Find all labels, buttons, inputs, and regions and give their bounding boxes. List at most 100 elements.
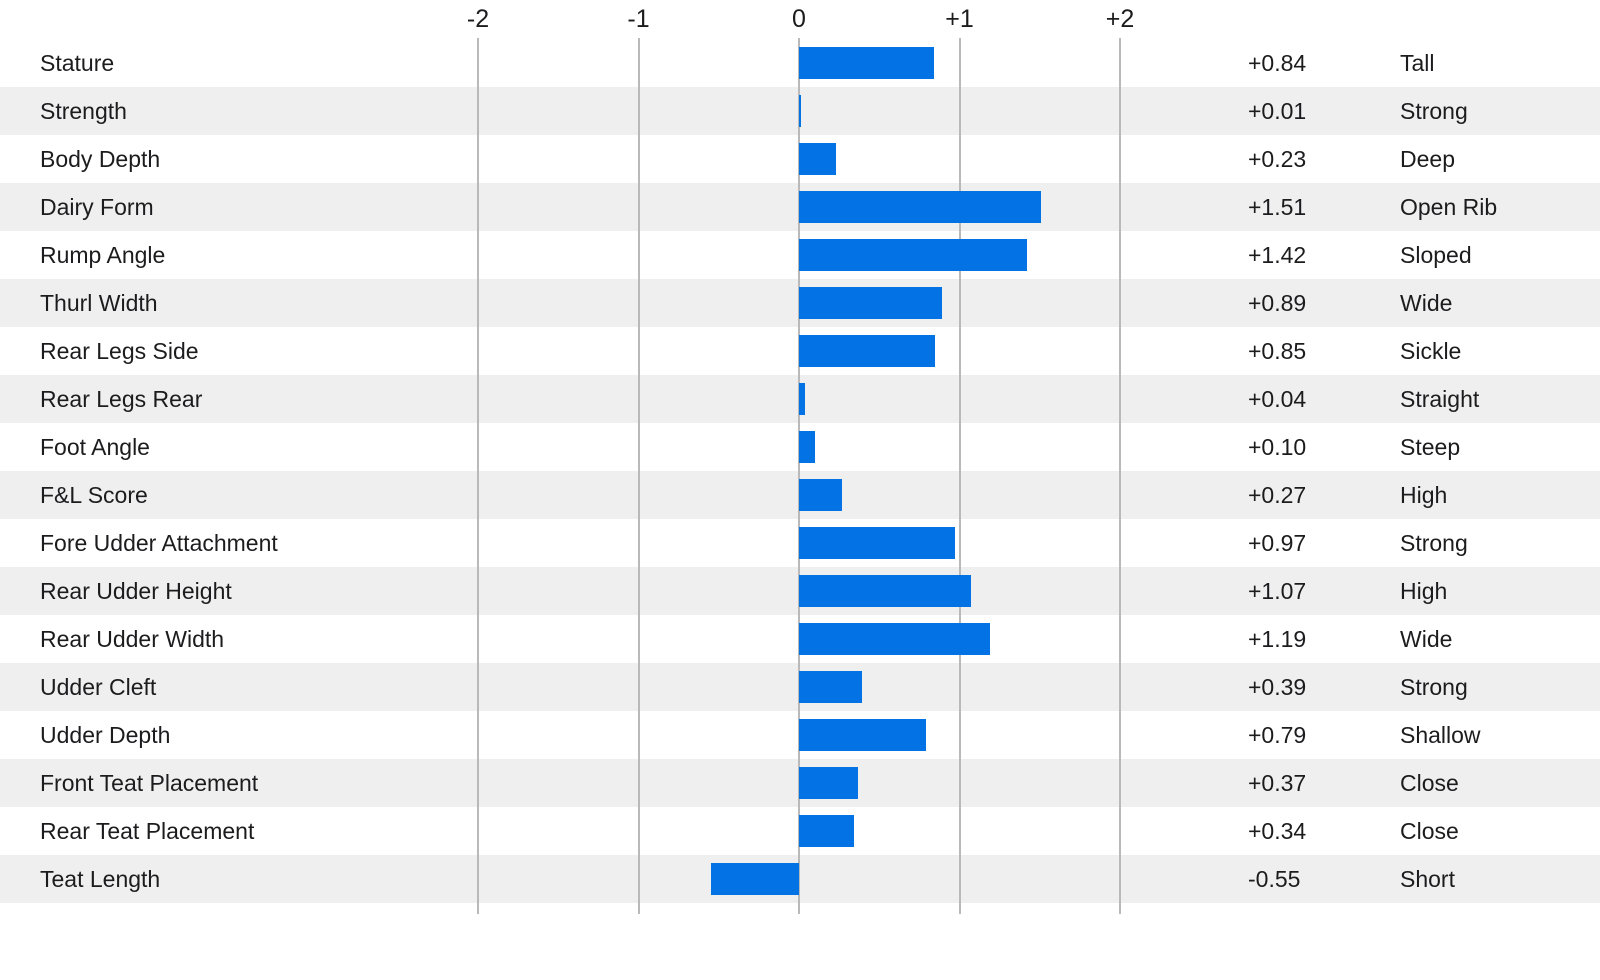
trait-value-bar [799, 383, 806, 415]
trait-name-label: Rear Legs Side [40, 338, 199, 364]
trait-value-label: +0.37 [1248, 770, 1307, 796]
trait-value-label: +1.42 [1248, 242, 1307, 268]
row-background [0, 855, 1600, 903]
trait-name-label: Rump Angle [40, 242, 166, 268]
trait-name-label: Teat Length [40, 866, 161, 892]
trait-name-label: Fore Udder Attachment [40, 530, 278, 556]
trait-descriptor-label: Close [1400, 770, 1459, 796]
trait-row: Rear Teat Placement +0.34 Close [0, 807, 1600, 855]
trait-descriptor-label: Open Rib [1400, 194, 1498, 220]
trait-descriptor-label: Deep [1400, 146, 1455, 172]
trait-row: Body Depth +0.23 Deep [0, 135, 1600, 183]
trait-value-label: +0.27 [1248, 482, 1307, 508]
trait-value-label: +0.89 [1248, 290, 1307, 316]
trait-value-label: +0.04 [1248, 386, 1307, 412]
trait-row: Rear Legs Rear +0.04 Straight [0, 375, 1600, 423]
trait-value-label: +0.34 [1248, 818, 1307, 844]
trait-value-bar [799, 95, 801, 127]
trait-value-bar [799, 671, 862, 703]
trait-name-label: Udder Depth [40, 722, 171, 748]
trait-value-label: +0.01 [1248, 98, 1307, 124]
trait-name-label: Rear Udder Width [40, 626, 225, 652]
gridline [637, 38, 640, 914]
trait-descriptor-label: Wide [1400, 290, 1453, 316]
trait-value-label: +0.84 [1248, 50, 1307, 76]
axis-tick-label: -2 [466, 5, 490, 33]
trait-value-bar [799, 623, 990, 655]
trait-descriptor-label: Wide [1400, 626, 1453, 652]
trait-value-label: +0.79 [1248, 722, 1307, 748]
trait-descriptor-label: Tall [1400, 50, 1435, 76]
trait-name-label: Body Depth [40, 146, 161, 172]
trait-row: Foot Angle +0.10 Steep [0, 423, 1600, 471]
trait-value-bar [799, 335, 936, 367]
trait-row: Rear Udder Height +1.07 High [0, 567, 1600, 615]
trait-descriptor-label: High [1400, 482, 1448, 508]
trait-value-bar [799, 527, 955, 559]
trait-value-bar [799, 47, 934, 79]
trait-row: Front Teat Placement +0.37 Close [0, 759, 1600, 807]
trait-value-bar [799, 479, 843, 511]
trait-name-label: Strength [40, 98, 127, 124]
trait-value-label: +1.19 [1248, 626, 1307, 652]
trait-descriptor-label: Short [1400, 866, 1455, 892]
trait-descriptor-label: Sloped [1400, 242, 1472, 268]
trait-descriptor-label: Shallow [1400, 722, 1481, 748]
trait-value-bar [799, 143, 836, 175]
trait-row: Fore Udder Attachment +0.97 Strong [0, 519, 1600, 567]
trait-descriptor-label: Strong [1400, 674, 1468, 700]
trait-row: Udder Depth +0.79 Shallow [0, 711, 1600, 759]
trait-value-label: +0.23 [1248, 146, 1307, 172]
trait-value-bar [799, 719, 926, 751]
trait-name-label: Stature [40, 50, 115, 76]
gridline [958, 38, 961, 914]
trait-row: Stature +0.84 Tall [0, 39, 1600, 87]
trait-descriptor-label: Strong [1400, 530, 1468, 556]
trait-value-label: +0.97 [1248, 530, 1307, 556]
trait-value-bar [799, 239, 1027, 271]
trait-name-label: Udder Cleft [40, 674, 157, 700]
trait-row: Rear Udder Width +1.19 Wide [0, 615, 1600, 663]
trait-name-label: Rear Teat Placement [40, 818, 255, 844]
trait-value-bar [799, 767, 859, 799]
trait-name-label: Dairy Form [40, 194, 154, 220]
axis-tick-label: +2 [1105, 5, 1135, 33]
trait-row: Thurl Width +0.89 Wide [0, 279, 1600, 327]
trait-name-label: Foot Angle [40, 434, 150, 460]
trait-value-label: +0.39 [1248, 674, 1307, 700]
trait-value-label: -0.55 [1248, 866, 1301, 892]
trait-name-label: Front Teat Placement [40, 770, 259, 796]
trait-value-bar [799, 575, 971, 607]
trait-row: Rear Legs Side +0.85 Sickle [0, 327, 1600, 375]
axis-tick-label: -1 [627, 5, 650, 33]
trait-value-bar [799, 431, 816, 463]
gridline [477, 38, 479, 914]
trait-descriptor-label: Steep [1400, 434, 1461, 460]
trait-value-bar [799, 287, 942, 319]
trait-value-label: +1.07 [1248, 578, 1307, 604]
trait-descriptor-label: Straight [1400, 386, 1480, 412]
trait-value-label: +0.85 [1248, 338, 1307, 364]
trait-descriptor-label: Strong [1400, 98, 1468, 124]
trait-value-label: +1.51 [1248, 194, 1307, 220]
trait-descriptor-label: Sickle [1400, 338, 1462, 364]
trait-row: Rump Angle +1.42 Sloped [0, 231, 1600, 279]
trait-name-label: Thurl Width [40, 290, 158, 316]
trait-value-bar [710, 863, 799, 895]
axis-tick-label: +1 [945, 5, 974, 33]
trait-row: Dairy Form +1.51 Open Rib [0, 183, 1600, 231]
trait-name-label: Rear Udder Height [40, 578, 232, 604]
trait-name-label: F&L Score [40, 482, 148, 508]
trait-row: Teat Length -0.55 Short [0, 855, 1600, 903]
trait-row: Strength +0.01 Strong [0, 87, 1600, 135]
trait-row: F&L Score +0.27 High [0, 471, 1600, 519]
axis-tick-label: 0 [792, 5, 806, 33]
trait-value-bar [799, 191, 1042, 223]
gridline [1119, 38, 1121, 914]
trait-name-label: Rear Legs Rear [40, 386, 203, 412]
trait-descriptor-label: Close [1400, 818, 1459, 844]
trait-value-bar [799, 815, 854, 847]
trait-descriptor-label: High [1400, 578, 1448, 604]
trait-row: Udder Cleft +0.39 Strong [0, 663, 1600, 711]
